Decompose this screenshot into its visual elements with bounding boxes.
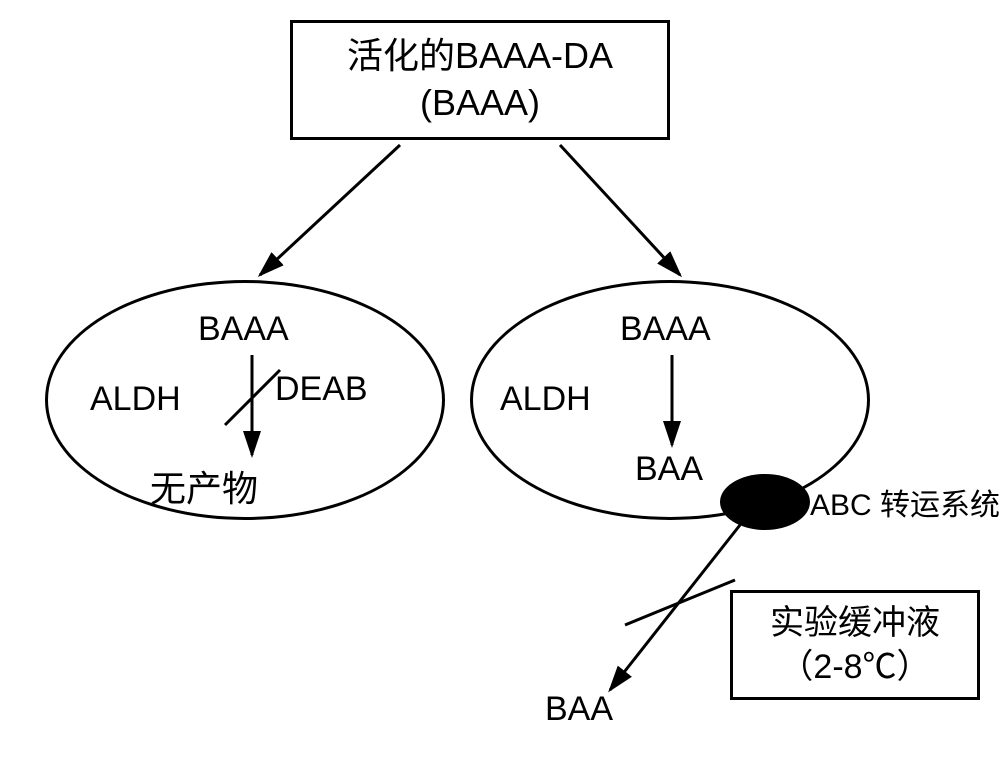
arrow-top-right bbox=[560, 145, 680, 275]
buffer-box-line1: 实验缓冲液 bbox=[770, 601, 940, 645]
right-aldh-label: ALDH bbox=[500, 380, 591, 419]
slash-bottom-inhibit bbox=[625, 580, 735, 625]
left-no-product-label: 无产物 bbox=[150, 460, 258, 512]
top-box-line1: 活化的BAAA-DA bbox=[347, 33, 613, 80]
buffer-box-line2: （2-8℃） bbox=[779, 645, 930, 689]
right-baa-label: BAA bbox=[635, 450, 703, 489]
buffer-box: 实验缓冲液 （2-8℃） bbox=[730, 590, 980, 700]
abc-transporter-label: ABC 转运系统 bbox=[810, 480, 1000, 524]
transporter-dot bbox=[720, 474, 810, 530]
left-aldh-label: ALDH bbox=[90, 380, 181, 419]
top-box-line2: (BAAA) bbox=[420, 80, 540, 127]
arrow-bottom bbox=[610, 525, 740, 690]
arrow-top-left bbox=[260, 145, 400, 275]
left-baaa-label: BAAA bbox=[198, 310, 289, 349]
left-deab-label: DEAB bbox=[275, 370, 368, 409]
top-box: 活化的BAAA-DA (BAAA) bbox=[290, 20, 670, 140]
right-baaa-label: BAAA bbox=[620, 310, 711, 349]
bottom-baa-label: BAA bbox=[545, 690, 613, 729]
